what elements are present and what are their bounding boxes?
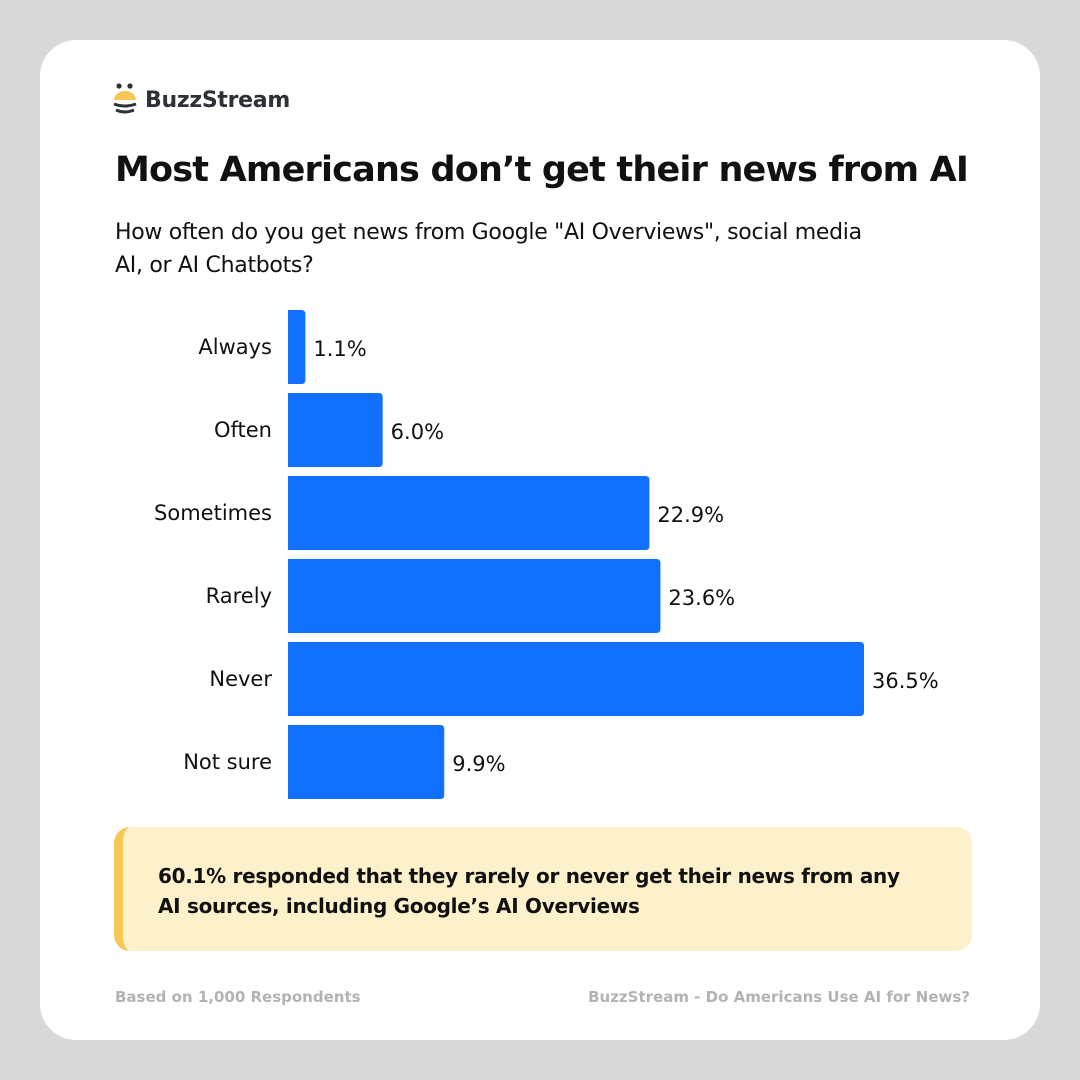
bar-sometimes: [288, 476, 650, 550]
value-label: 23.6%: [668, 586, 735, 610]
bar-never: [288, 642, 864, 716]
callout-text: 60.1% responded that they rarely or neve…: [158, 864, 900, 918]
brand-logo: BuzzStream: [113, 83, 290, 117]
bar-often: [288, 393, 383, 467]
footer-source: BuzzStream - Do Americans Use AI for New…: [588, 988, 970, 1006]
bar-not-sure: [288, 725, 445, 799]
category-label: Never: [209, 667, 272, 691]
category-label: Sometimes: [154, 501, 272, 525]
bee-icon: [113, 83, 137, 114]
category-label: Often: [214, 418, 272, 442]
brand-name: BuzzStream: [145, 87, 290, 113]
value-label: 22.9%: [657, 503, 724, 527]
callout-box: 60.1% responded that they rarely or neve…: [114, 827, 972, 951]
chart-title: Most Americans don’t get their news from…: [115, 150, 969, 190]
category-label: Not sure: [183, 750, 272, 774]
bar-rarely: [288, 559, 661, 633]
value-label: 9.9%: [452, 752, 505, 776]
bar-always: [288, 310, 306, 384]
value-label: 36.5%: [872, 669, 939, 693]
value-label: 1.1%: [313, 337, 366, 361]
category-label: Always: [198, 335, 272, 359]
category-label: Rarely: [206, 584, 272, 608]
footer-respondents: Based on 1,000 Respondents: [115, 988, 361, 1006]
chart-subtitle: How often do you get news from Google "A…: [115, 220, 862, 278]
value-label: 6.0%: [391, 420, 444, 444]
